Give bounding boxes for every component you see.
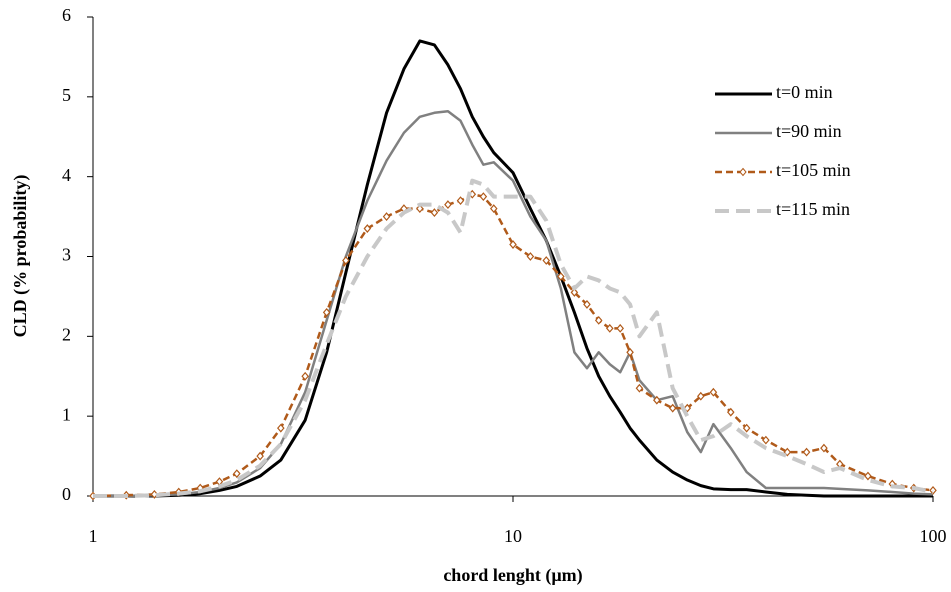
series-marker	[363, 224, 372, 233]
legend-label: t=115 min	[776, 199, 850, 219]
series-marker	[726, 407, 735, 417]
series-marker	[256, 451, 264, 461]
series-marker	[605, 323, 614, 333]
series-marker	[864, 471, 872, 481]
series-marker	[489, 204, 498, 214]
y-tick-label: 2	[62, 324, 71, 344]
series-marker	[583, 299, 591, 309]
series-marker	[653, 395, 661, 405]
series-marker	[430, 208, 439, 218]
series-marker	[301, 371, 309, 381]
legend-label: t=0 min	[776, 82, 833, 102]
series-marker	[233, 469, 241, 479]
series-line	[93, 178, 934, 498]
x-tick-label: 1	[89, 526, 98, 546]
series-marker	[570, 288, 579, 297]
x-axis-label: chord lenght (µm)	[443, 565, 582, 586]
legend-label: t=90 min	[776, 121, 842, 141]
series-marker	[526, 252, 535, 261]
series-marker	[509, 240, 517, 249]
series-marker	[277, 423, 285, 433]
x-tick-label: 10	[504, 526, 522, 546]
series-marker	[635, 383, 644, 393]
series-marker	[382, 212, 391, 222]
series-marker	[626, 347, 634, 357]
series-marker	[709, 387, 718, 397]
y-tick-label: 1	[62, 404, 71, 424]
y-tick-label: 3	[62, 245, 71, 265]
series-marker	[783, 447, 792, 457]
legend-label: t=105 min	[776, 160, 851, 180]
series-marker	[416, 204, 424, 214]
series-marker	[542, 256, 551, 265]
series-marker	[456, 196, 465, 206]
series-marker	[594, 315, 603, 325]
y-axis-label: CLD (% probability)	[10, 175, 31, 338]
series-marker	[557, 272, 565, 281]
series-marker	[342, 256, 350, 265]
series-marker	[322, 307, 331, 317]
series-marker	[820, 443, 828, 453]
y-tick-label: 0	[62, 484, 71, 504]
y-tick-label: 4	[62, 165, 71, 185]
series-marker	[802, 447, 811, 457]
series-marker	[697, 391, 705, 401]
legend-marker	[739, 167, 747, 177]
x-tick-label: 100	[920, 526, 947, 546]
series-line	[93, 39, 933, 498]
series-marker	[762, 435, 770, 445]
series-marker	[668, 403, 677, 413]
series-marker	[444, 200, 452, 210]
series-marker	[479, 192, 488, 202]
y-tick-label: 5	[62, 85, 71, 105]
series-marker	[742, 423, 751, 433]
y-tick-label: 6	[62, 5, 71, 25]
series-marker	[616, 323, 625, 333]
